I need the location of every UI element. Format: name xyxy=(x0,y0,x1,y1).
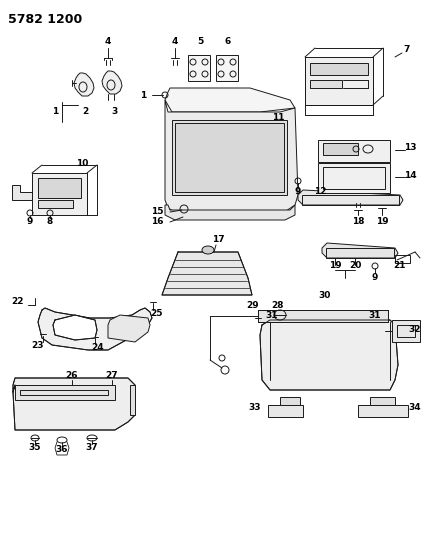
Bar xyxy=(318,140,390,162)
Text: 1: 1 xyxy=(52,108,58,117)
Bar xyxy=(323,167,385,189)
Text: 28: 28 xyxy=(272,301,284,310)
Text: 21: 21 xyxy=(394,261,406,270)
Text: 12: 12 xyxy=(314,188,326,197)
Polygon shape xyxy=(298,190,403,205)
Polygon shape xyxy=(13,378,135,430)
Text: 15: 15 xyxy=(151,207,163,216)
Text: 16: 16 xyxy=(151,217,163,227)
Text: 1: 1 xyxy=(140,91,146,100)
Text: 3: 3 xyxy=(112,108,118,117)
Text: 13: 13 xyxy=(404,143,416,152)
Polygon shape xyxy=(165,88,295,112)
Polygon shape xyxy=(165,205,295,220)
Text: 5: 5 xyxy=(197,37,203,46)
Polygon shape xyxy=(53,315,97,340)
Polygon shape xyxy=(12,185,32,200)
Bar xyxy=(358,405,408,417)
Polygon shape xyxy=(165,100,298,215)
Text: 30: 30 xyxy=(319,290,331,300)
Text: 31: 31 xyxy=(369,311,381,320)
Text: 5782 1200: 5782 1200 xyxy=(8,13,82,26)
Bar xyxy=(326,248,394,258)
Text: 9: 9 xyxy=(295,188,301,197)
Text: 2: 2 xyxy=(82,108,88,117)
Text: 20: 20 xyxy=(349,261,361,270)
Bar xyxy=(15,385,115,400)
Bar xyxy=(323,143,358,155)
Polygon shape xyxy=(38,308,152,350)
Bar xyxy=(397,325,415,337)
Text: 19: 19 xyxy=(329,261,341,270)
Bar xyxy=(38,200,73,208)
Polygon shape xyxy=(102,71,122,94)
Bar xyxy=(395,255,410,263)
Text: 26: 26 xyxy=(66,370,78,379)
Text: 8: 8 xyxy=(47,217,53,227)
Bar xyxy=(280,397,300,405)
Bar xyxy=(216,55,238,81)
Text: 35: 35 xyxy=(29,443,41,453)
Bar xyxy=(310,80,342,88)
Text: 10: 10 xyxy=(76,158,88,167)
Text: 24: 24 xyxy=(92,343,104,352)
Text: 29: 29 xyxy=(247,301,259,310)
Bar xyxy=(175,123,284,192)
Text: 31: 31 xyxy=(266,311,278,320)
Text: 27: 27 xyxy=(106,370,118,379)
Bar xyxy=(20,390,108,395)
Text: 36: 36 xyxy=(56,446,68,455)
Text: 37: 37 xyxy=(86,443,98,453)
Text: 19: 19 xyxy=(376,217,388,227)
Text: 18: 18 xyxy=(352,217,364,227)
Text: 17: 17 xyxy=(212,236,224,245)
Text: 9: 9 xyxy=(27,217,33,227)
Text: 14: 14 xyxy=(404,171,416,180)
Bar xyxy=(130,385,135,415)
Text: 4: 4 xyxy=(172,37,178,46)
Ellipse shape xyxy=(202,246,214,254)
Text: 25: 25 xyxy=(151,309,163,318)
Text: 9: 9 xyxy=(372,273,378,282)
Text: 33: 33 xyxy=(249,403,261,413)
Bar xyxy=(305,57,373,105)
Text: 11: 11 xyxy=(272,114,284,123)
Bar xyxy=(318,163,390,193)
Text: 32: 32 xyxy=(409,326,421,335)
Polygon shape xyxy=(162,252,252,295)
Text: 22: 22 xyxy=(12,297,24,306)
Text: 4: 4 xyxy=(105,37,111,46)
Bar xyxy=(258,310,388,322)
Polygon shape xyxy=(322,243,398,258)
Text: 23: 23 xyxy=(32,341,44,350)
Text: 7: 7 xyxy=(404,45,410,54)
Bar xyxy=(188,55,210,81)
Polygon shape xyxy=(108,315,150,342)
Bar xyxy=(302,195,399,205)
Bar xyxy=(310,63,368,75)
Bar xyxy=(392,320,420,342)
Bar xyxy=(268,405,303,417)
Bar xyxy=(172,120,287,195)
Bar xyxy=(38,178,81,198)
Bar xyxy=(32,173,87,215)
Text: 34: 34 xyxy=(409,403,421,413)
Polygon shape xyxy=(260,320,398,390)
Bar xyxy=(370,397,395,405)
Polygon shape xyxy=(74,73,94,96)
Text: 6: 6 xyxy=(225,37,231,46)
